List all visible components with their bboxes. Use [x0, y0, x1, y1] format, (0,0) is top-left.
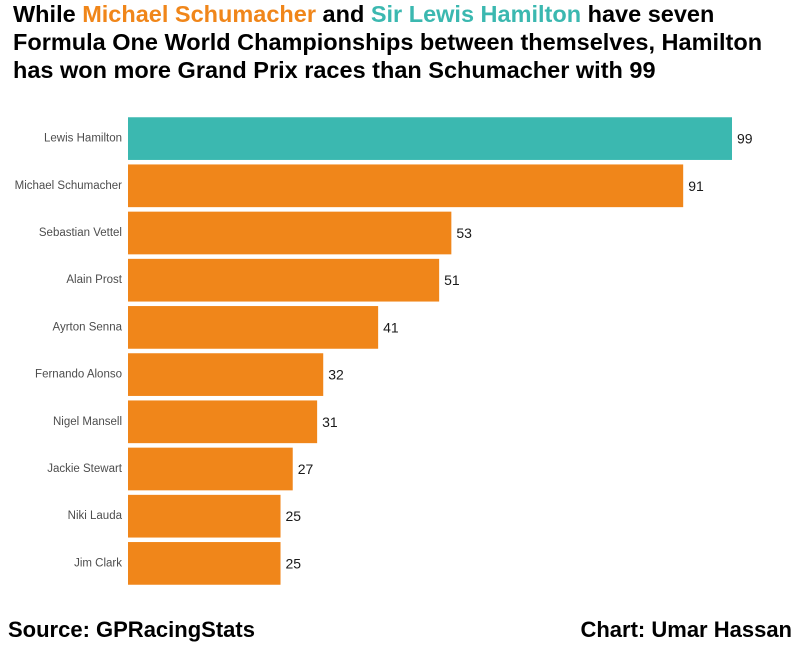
- chart-title: While Michael Schumacher and Sir Lewis H…: [13, 0, 793, 84]
- title-highlight-hamilton: Sir Lewis Hamilton: [370, 1, 582, 27]
- bar-michael-schumacher: [128, 164, 684, 208]
- value-label-niki-lauda: 25: [286, 508, 302, 524]
- category-label-ayrton-senna: Ayrton Senna: [53, 321, 123, 333]
- bar-jim-clark: [128, 542, 281, 585]
- bar-niki-lauda: [128, 494, 281, 538]
- bar-jackie-stewart: [128, 447, 293, 491]
- category-label-jim-clark: Jim Clark: [74, 557, 122, 569]
- category-label-fernando-alonso: Fernando Alonso: [35, 369, 122, 381]
- bar-nigel-mansell: [128, 400, 318, 444]
- value-label-fernando-alonso: 32: [328, 367, 344, 383]
- chart-author-credit: Chart: Umar Hassan: [580, 617, 792, 642]
- category-label-nigel-mansell: Nigel Mansell: [53, 416, 122, 428]
- category-label-michael-schumacher: Michael Schumacher: [15, 180, 123, 192]
- source-credit: Source: GPRacingStats: [8, 617, 255, 642]
- title-part-1: While: [13, 1, 83, 27]
- title-part-2: and: [316, 1, 371, 27]
- category-label-lewis-hamilton: Lewis Hamilton: [44, 133, 122, 145]
- title-highlight-schumacher: Michael Schumacher: [82, 1, 316, 27]
- bar-fernando-alonso: [128, 353, 324, 396]
- value-label-lewis-hamilton: 99: [737, 131, 753, 147]
- value-label-sebastian-vettel: 53: [456, 225, 472, 241]
- bar-lewis-hamilton: [128, 117, 732, 160]
- bar-sebastian-vettel: [128, 211, 452, 255]
- bar-alain-prost: [128, 258, 440, 302]
- category-label-sebastian-vettel: Sebastian Vettel: [39, 227, 122, 239]
- value-label-jim-clark: 25: [286, 555, 302, 571]
- bar-ayrton-senna: [128, 306, 379, 349]
- title-part-3: have seven Formula One World Championshi…: [13, 1, 763, 83]
- category-label-niki-lauda: Niki Lauda: [68, 510, 123, 522]
- category-label-jackie-stewart: Jackie Stewart: [47, 463, 123, 475]
- value-label-jackie-stewart: 27: [298, 461, 314, 477]
- value-label-nigel-mansell: 31: [322, 414, 338, 430]
- value-label-michael-schumacher: 91: [688, 178, 704, 194]
- value-label-ayrton-senna: 41: [383, 319, 399, 335]
- category-label-alain-prost: Alain Prost: [66, 274, 122, 286]
- value-label-alain-prost: 51: [444, 272, 460, 288]
